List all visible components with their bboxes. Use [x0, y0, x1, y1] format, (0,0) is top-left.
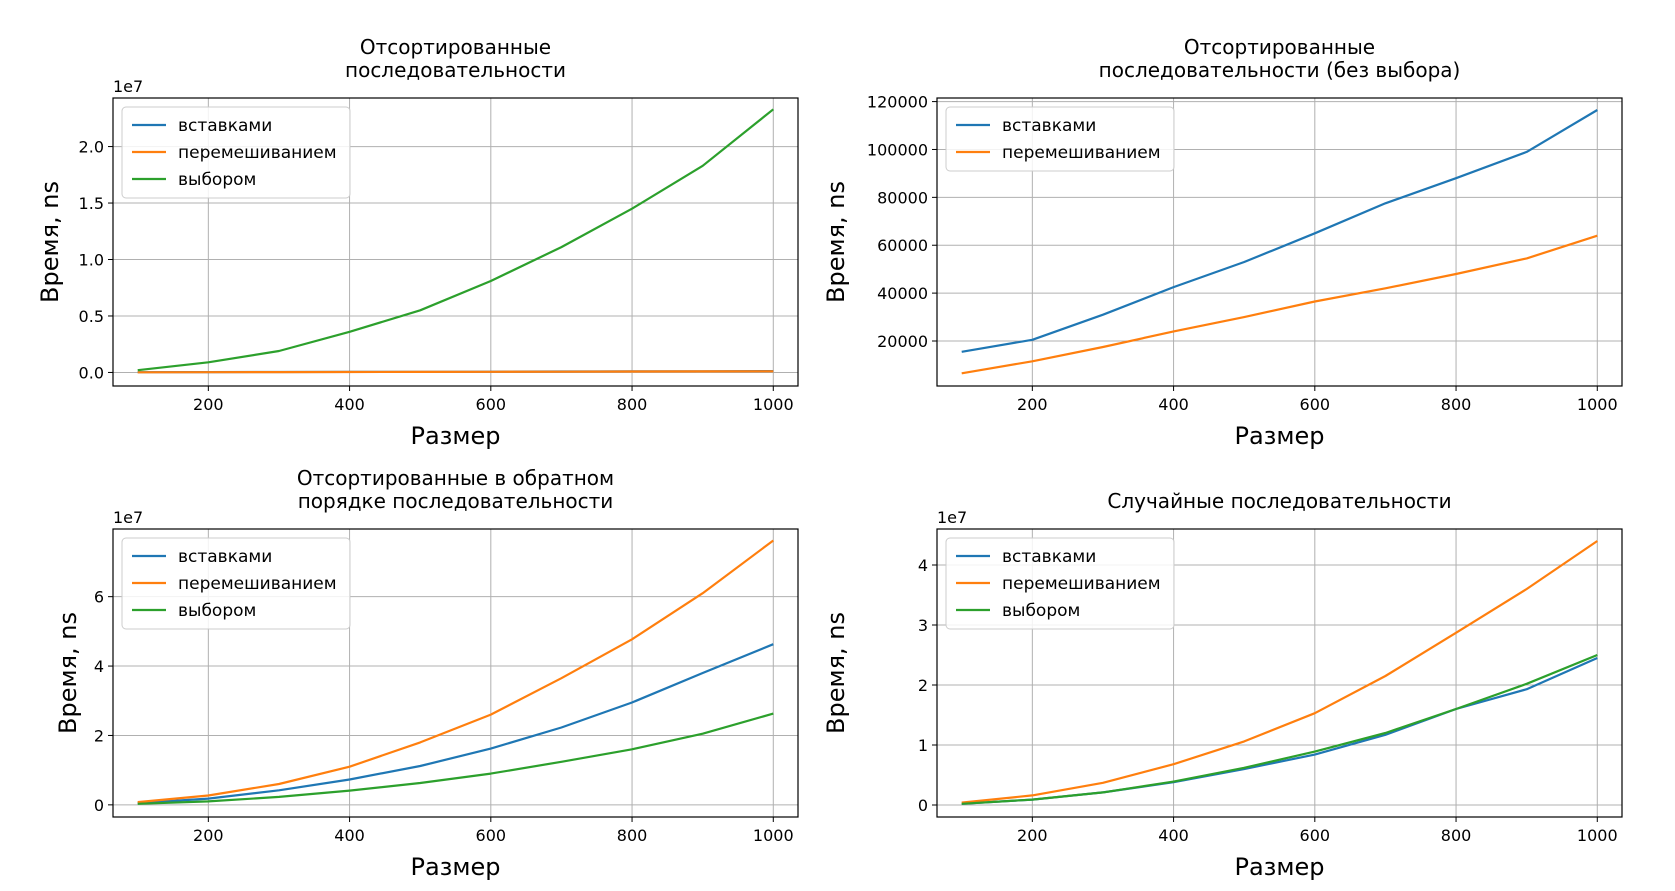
legend-box: [121, 537, 351, 630]
series-line-перемешиванием: [137, 370, 774, 374]
x-tick-label: 1000: [753, 395, 794, 414]
axes-frame: [112, 97, 799, 387]
series-line-вставками: [137, 643, 774, 805]
legend-label: перемешиванием: [178, 574, 337, 594]
legend-label: вставками: [1002, 547, 1096, 567]
legend-label: выбором: [1002, 601, 1080, 621]
y-tick-label: 2: [918, 676, 928, 695]
y-tick-label: 0.0: [79, 363, 104, 382]
legend-label: перемешиванием: [1002, 574, 1161, 594]
legend-box: [121, 106, 351, 199]
chart-title: Отсортированные: [360, 35, 551, 59]
x-tick-label: 400: [334, 395, 365, 414]
legend-label: выбором: [178, 170, 256, 190]
y-tick-label: 2: [94, 726, 104, 745]
y-tick-label: 0: [918, 796, 928, 815]
legend-label: перемешиванием: [1002, 143, 1161, 163]
y-multiplier: 1e7: [937, 508, 967, 527]
legend: вставками перемешиванием выбором: [121, 537, 351, 630]
subplot-4: Случайные последовательности 200 400 600 800…: [822, 489, 1623, 881]
x-tick-label: 400: [1158, 395, 1189, 414]
series-line-перемешиванием: [961, 234, 1598, 375]
series-line-перемешиванием: [137, 539, 774, 804]
x-tick-label: 400: [334, 826, 365, 845]
legend-label: вставками: [178, 116, 272, 136]
x-axis-label: Размер: [1234, 853, 1324, 881]
y-tick-label: 0.5: [79, 307, 104, 326]
y-axis-label: Время, ns: [822, 612, 850, 734]
x-tick-label: 800: [1441, 826, 1472, 845]
legend: вставками перемешиванием: [945, 106, 1175, 172]
y-multiplier: 1e7: [113, 508, 143, 527]
legend: вставками перемешиванием выбором: [121, 106, 351, 199]
legend-box: [945, 537, 1175, 630]
x-tick-label: 200: [1017, 826, 1048, 845]
x-tick-label: 200: [1017, 395, 1048, 414]
chart-title: порядке последовательности: [298, 489, 614, 513]
axes-frame: [112, 528, 799, 818]
chart-title: Отсортированные: [1184, 35, 1375, 59]
y-multiplier: 1e7: [113, 77, 143, 96]
y-tick-label: 1.5: [79, 194, 104, 213]
y-tick-label: 1.0: [79, 251, 104, 270]
x-tick-label: 600: [476, 395, 507, 414]
series-line-выбором: [137, 712, 774, 805]
x-axis-label: Размер: [410, 422, 500, 450]
y-axis-label: Время, ns: [54, 612, 82, 734]
series-line-выбором: [137, 108, 774, 372]
x-axis-label: Размер: [410, 853, 500, 881]
grid: [937, 529, 1622, 817]
x-tick-label: 200: [193, 826, 224, 845]
x-tick-label: 800: [1441, 395, 1472, 414]
x-tick-label: 400: [1158, 826, 1189, 845]
legend: вставками перемешиванием выбором: [945, 537, 1175, 630]
axes-frame: [936, 528, 1623, 818]
y-tick-label: 2.0: [79, 138, 104, 157]
legend-label: выбором: [178, 601, 256, 621]
x-tick-label: 800: [617, 826, 648, 845]
chart-title: последовательности: [345, 58, 566, 82]
legend-box: [945, 106, 1175, 172]
y-axis-label: Время, ns: [36, 181, 64, 303]
y-tick-label: 3: [918, 616, 928, 635]
x-axis-label: Размер: [1234, 422, 1324, 450]
legend-label: вставками: [1002, 116, 1096, 136]
y-tick-label: 6: [94, 588, 104, 607]
series-line-выбором: [961, 653, 1598, 805]
y-tick-label: 80000: [877, 188, 928, 207]
legend-label: вставками: [178, 547, 272, 567]
y-tick-label: 4: [918, 556, 928, 575]
chart-title: последовательности (без выбора): [1099, 58, 1461, 82]
x-tick-label: 800: [617, 395, 648, 414]
chart-title: Отсортированные в обратном: [297, 466, 614, 490]
legend-label: перемешиванием: [178, 143, 337, 163]
x-tick-label: 200: [193, 395, 224, 414]
y-axis-label: Время, ns: [822, 181, 850, 303]
series-line-вставками: [961, 656, 1598, 805]
x-tick-label: 1000: [1577, 395, 1618, 414]
x-tick-label: 600: [1300, 826, 1331, 845]
y-tick-label: 20000: [877, 332, 928, 351]
series-line-перемешиванием: [961, 540, 1598, 804]
y-tick-label: 60000: [877, 236, 928, 255]
x-tick-label: 600: [476, 826, 507, 845]
x-tick-label: 1000: [753, 826, 794, 845]
axes-frame: [936, 97, 1623, 387]
x-tick-label: 1000: [1577, 826, 1618, 845]
y-tick-label: 100000: [867, 140, 928, 159]
y-tick-label: 0: [94, 796, 104, 815]
chart-title: Случайные последовательности: [1107, 489, 1451, 513]
y-tick-label: 40000: [877, 284, 928, 303]
y-tick-label: 1: [918, 736, 928, 755]
x-tick-label: 600: [1300, 395, 1331, 414]
series-line-вставками: [961, 109, 1598, 353]
y-tick-label: 4: [94, 657, 104, 676]
y-tick-label: 120000: [867, 93, 928, 112]
